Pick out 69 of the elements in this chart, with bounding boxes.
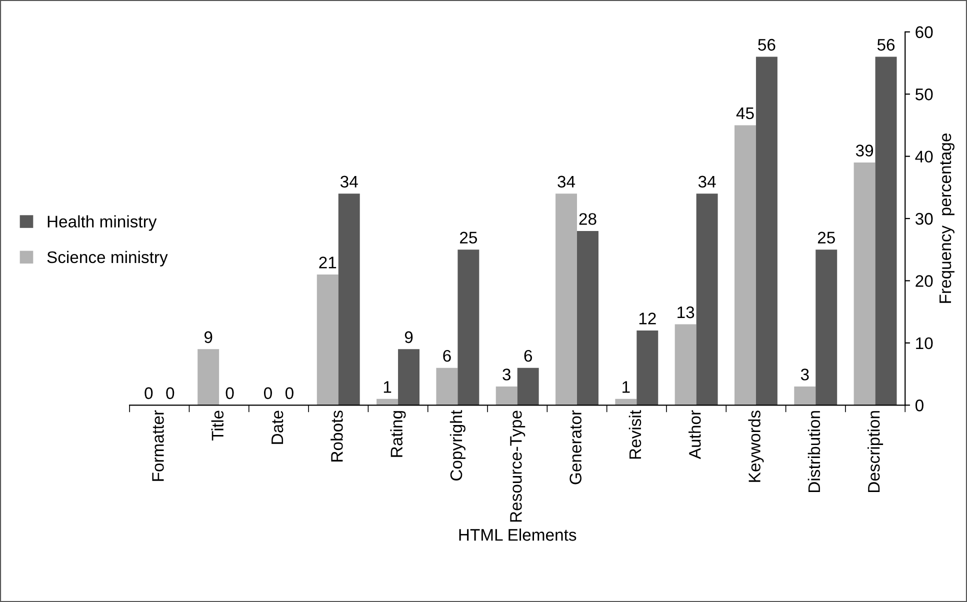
data-label: 0 (226, 387, 234, 400)
legend-label: Science ministry (47, 250, 168, 266)
bar (316, 274, 338, 406)
data-label: 0 (285, 387, 294, 400)
bar (198, 349, 220, 406)
bar (338, 194, 360, 406)
x-tick-label: Author (688, 410, 701, 460)
x-tick-label: Revisit (628, 410, 642, 459)
y-tick-label: 20 (916, 275, 933, 287)
data-label: 1 (622, 381, 630, 393)
x-tick-label: Distribution (808, 411, 820, 492)
data-label: 34 (340, 176, 358, 188)
bar (816, 250, 838, 406)
x-tick-label: Generator (570, 410, 582, 484)
x-tick-label: Formatter (152, 410, 164, 481)
bar (458, 250, 480, 406)
bar (577, 230, 598, 406)
bar (517, 368, 539, 406)
bar (636, 330, 658, 406)
data-label: 0 (144, 387, 153, 400)
legend-label: Health ministry (48, 215, 157, 231)
data-label: 34 (698, 176, 716, 188)
data-label: 3 (502, 368, 511, 380)
x-axis-title: HTML Elements (459, 528, 576, 541)
y-tick-label: 0 (915, 400, 924, 412)
data-label: 21 (319, 256, 336, 268)
data-label: 9 (404, 331, 413, 344)
x-tick-label: Date (272, 410, 284, 444)
data-label: 3 (800, 368, 809, 380)
x-tick-label: Robots (330, 410, 343, 462)
data-label: 13 (678, 306, 694, 318)
data-label: 6 (524, 350, 532, 362)
data-label: 6 (443, 350, 451, 362)
y-tick-label: 60 (916, 26, 933, 38)
bar (436, 368, 458, 406)
bar (734, 125, 756, 406)
x-tick-label: Copyright (450, 410, 466, 480)
bar (674, 324, 696, 406)
x-tick-label: Resource-Type (510, 410, 526, 522)
data-label: 28 (579, 213, 596, 225)
data-label: 0 (264, 387, 272, 400)
y-tick-label: 40 (915, 150, 933, 163)
bar (794, 386, 816, 406)
data-label: 56 (877, 38, 895, 51)
bar (854, 162, 876, 406)
bar (696, 194, 718, 406)
bar (756, 56, 778, 406)
bar (496, 386, 518, 406)
data-label: 12 (639, 312, 656, 324)
y-tick-label: 50 (916, 88, 933, 100)
x-tick-label: Rating (390, 411, 406, 457)
data-label: 45 (736, 108, 754, 120)
x-tick-label: Title (211, 410, 224, 440)
data-label: 25 (460, 232, 477, 244)
bar (556, 194, 577, 406)
data-label: 0 (166, 387, 174, 400)
x-tick-label: Keywords (748, 410, 764, 482)
data-label: 1 (384, 381, 392, 393)
y-axis-title: Frequency percentage (940, 134, 954, 303)
data-label: 34 (558, 176, 576, 188)
bar (398, 349, 420, 406)
y-tick-label: 30 (915, 212, 933, 225)
data-label: 56 (758, 38, 776, 51)
bar (875, 56, 897, 406)
x-tick-label: Description (868, 411, 884, 492)
y-tick-label: 10 (916, 337, 933, 350)
data-label: 39 (856, 144, 874, 156)
data-label: 25 (818, 232, 835, 244)
data-label: 9 (204, 331, 212, 344)
